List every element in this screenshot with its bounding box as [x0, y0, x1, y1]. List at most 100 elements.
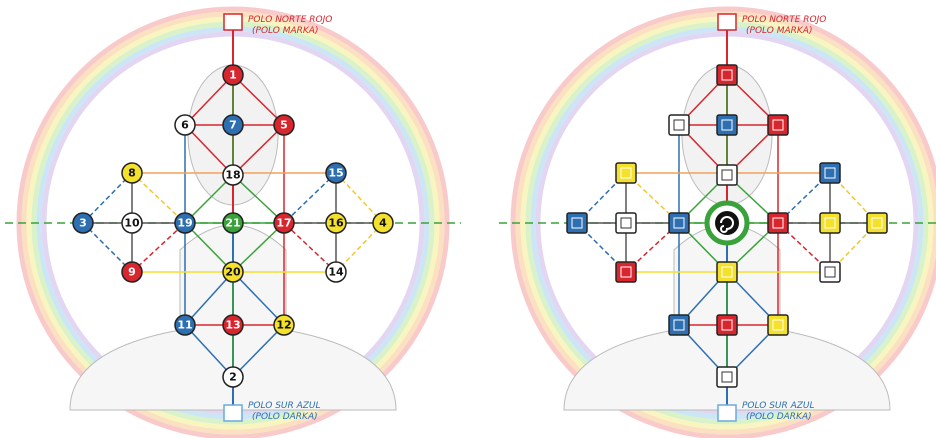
glyph-inner — [721, 169, 733, 181]
south-sub: (POLO DARKA) — [746, 412, 812, 422]
connector — [232, 124, 285, 176]
node-label: 6 — [181, 119, 189, 132]
glyph — [615, 212, 637, 234]
node — [121, 162, 143, 184]
node — [372, 212, 394, 234]
connector — [184, 222, 234, 273]
node-label: 16 — [328, 217, 344, 230]
node — [222, 114, 244, 136]
connector — [232, 271, 285, 326]
glyph — [767, 212, 789, 234]
node-label: 19 — [177, 217, 192, 230]
node — [273, 114, 295, 136]
south-pole-icon — [717, 404, 737, 422]
glyph-inner — [673, 319, 685, 331]
node-label: 12 — [276, 319, 291, 332]
connector — [131, 172, 186, 224]
node — [121, 212, 143, 234]
connector — [232, 324, 285, 378]
glyph-inner — [871, 217, 883, 229]
north-pole-icon — [223, 13, 243, 31]
node — [325, 212, 347, 234]
node — [273, 314, 295, 336]
north-sub: (POLO MARKA) — [746, 26, 812, 36]
glyph — [716, 261, 738, 283]
glyph — [716, 314, 738, 336]
connector — [232, 74, 285, 126]
south-pole-icon — [223, 404, 243, 422]
node-label: 3 — [79, 217, 87, 230]
glyph-inner — [824, 266, 836, 278]
glyph-inner — [721, 319, 733, 331]
glyph-inner — [824, 217, 836, 229]
connector — [82, 222, 133, 273]
connector — [82, 172, 133, 224]
glyph — [566, 212, 588, 234]
connector — [232, 174, 285, 224]
node — [325, 261, 347, 283]
glyph — [767, 314, 789, 336]
node — [222, 261, 244, 283]
node-label: 5 — [280, 119, 288, 132]
glyph-inner — [721, 69, 733, 81]
glyph — [668, 212, 690, 234]
node — [222, 212, 244, 234]
north-label: POLO NORTE ROJO — [742, 15, 826, 25]
glyph-inner — [824, 167, 836, 179]
glyph-inner — [620, 266, 632, 278]
connector — [184, 174, 234, 224]
glyph — [716, 366, 738, 388]
glyph-inner — [620, 167, 632, 179]
node — [174, 114, 196, 136]
node-label: 13 — [225, 319, 240, 332]
node — [222, 366, 244, 388]
node — [174, 212, 196, 234]
node — [222, 314, 244, 336]
node — [222, 164, 244, 186]
glyph-inner — [721, 371, 733, 383]
node-label: 17 — [276, 217, 291, 230]
north-label: POLO NORTE ROJO — [248, 15, 332, 25]
glyph — [866, 212, 888, 234]
connector — [335, 172, 384, 224]
glyph — [819, 261, 841, 283]
glyph-inner — [772, 119, 784, 131]
node — [72, 212, 94, 234]
south-label: POLO SUR AZUL — [248, 401, 321, 411]
glyph — [716, 164, 738, 186]
node — [222, 64, 244, 86]
glyph — [615, 261, 637, 283]
node-label: 9 — [128, 266, 136, 279]
glyph — [716, 64, 738, 86]
connector — [283, 172, 337, 224]
node — [273, 212, 295, 234]
glyph-inner — [721, 266, 733, 278]
connector — [232, 222, 285, 273]
connector — [283, 222, 337, 273]
glyph — [668, 314, 690, 336]
glyph-inner — [772, 217, 784, 229]
node-label: 4 — [379, 217, 387, 230]
south-label: POLO SUR AZUL — [742, 401, 815, 411]
node-label: 2 — [229, 371, 237, 384]
north-pole-icon — [717, 13, 737, 31]
north-sub: (POLO MARKA) — [252, 26, 318, 36]
glyph-inner — [571, 217, 583, 229]
connector — [335, 222, 384, 273]
glyph-inner — [673, 119, 685, 131]
connector — [184, 324, 234, 378]
connector — [131, 222, 186, 273]
node-label: 18 — [225, 169, 240, 182]
glyph — [716, 114, 738, 136]
glyph — [668, 114, 690, 136]
glyph-inner — [673, 217, 685, 229]
node-label: 14 — [328, 266, 344, 279]
node-label: 10 — [124, 217, 140, 230]
node — [121, 261, 143, 283]
node-label: 7 — [229, 119, 237, 132]
node-label: 15 — [328, 167, 343, 180]
glyph — [819, 212, 841, 234]
node — [325, 162, 347, 184]
node-label: 20 — [225, 266, 241, 279]
